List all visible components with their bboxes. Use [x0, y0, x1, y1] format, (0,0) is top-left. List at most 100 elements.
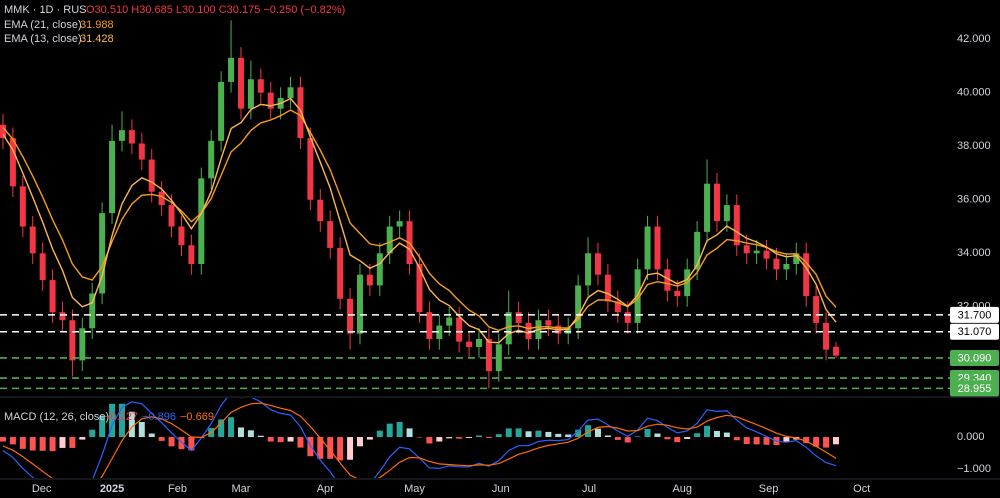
price-level-box — [950, 349, 999, 366]
macd-histogram-bar — [138, 422, 145, 438]
candle-body — [475, 338, 482, 348]
candle-body — [168, 205, 175, 227]
macd-histogram-bar — [466, 437, 473, 438]
candle-body — [793, 253, 800, 264]
symbol: MMK · 1D · RUS — [4, 4, 87, 16]
macd-histogram-bar — [237, 427, 244, 438]
price-panel — [0, 20, 950, 390]
axes: 32.00034.00036.00038.00040.00042.0000.00… — [32, 33, 999, 495]
macd-histogram-bar — [634, 436, 641, 438]
macd-histogram-bar — [604, 435, 611, 438]
x-tick-label: Jul — [582, 483, 596, 495]
macd-histogram-bar — [495, 434, 502, 438]
price-level-label: 28.955 — [958, 383, 992, 395]
macd-histogram-bar — [753, 437, 760, 445]
macd-histogram-bar — [89, 429, 96, 438]
macd-histogram-bar — [743, 437, 750, 445]
macd-histogram-bar — [158, 437, 165, 441]
macd-histogram-bar — [228, 417, 235, 438]
candle-body — [426, 312, 433, 339]
macd-histogram-bar — [783, 437, 790, 442]
candle-body — [138, 143, 145, 160]
candle-body — [356, 274, 363, 334]
macd-histogram-bar — [456, 437, 463, 439]
ohlc: O30.510 H30.685 L30.100 C30.175 −0.250 (… — [86, 4, 345, 16]
macd-histogram-bar — [585, 425, 592, 438]
y-tick-label: 0.000 — [957, 431, 985, 443]
macd-histogram-bar — [347, 437, 354, 460]
ema-legend-name: EMA (13, close) — [4, 33, 82, 45]
candle-body — [366, 274, 373, 286]
candle-body — [29, 226, 36, 254]
candle-body — [416, 264, 423, 313]
ema-legend-value: 31.988 — [80, 19, 114, 31]
price-level-box — [950, 323, 999, 340]
candle-body — [208, 140, 215, 179]
macd-histogram-bar — [59, 437, 66, 448]
candle-body — [823, 322, 830, 350]
ema-legend-value: 31.428 — [80, 33, 114, 45]
candle-body — [803, 253, 810, 297]
candle-body — [0, 124, 6, 139]
candle-body — [19, 186, 26, 227]
ema-line — [2, 97, 837, 344]
macd-legend-value: −0.896 — [142, 411, 176, 423]
macd-histogram-bar — [128, 411, 135, 438]
macd-histogram-bar — [317, 437, 324, 459]
macd-histogram-bar — [723, 432, 730, 438]
macd-histogram-bar — [19, 437, 26, 449]
candle-body — [515, 312, 522, 323]
macd-histogram-bar — [545, 431, 552, 438]
macd-legend-name: MACD (12, 26, close) — [4, 411, 109, 423]
candle-body — [575, 285, 582, 329]
candle-body — [307, 138, 314, 200]
x-tick-label: May — [404, 483, 425, 495]
x-tick-label: Mar — [231, 483, 250, 495]
price-level-box — [950, 306, 999, 323]
macd-legend-value: −0.227 — [104, 411, 138, 423]
macd-histogram-bar — [218, 419, 225, 438]
macd-histogram-bar — [327, 437, 334, 459]
macd-histogram-bar — [168, 437, 175, 447]
macd-histogram-bar — [565, 434, 572, 438]
macd-histogram-bar — [109, 403, 116, 438]
candle-body — [763, 250, 770, 259]
macd-histogram-bar — [49, 437, 56, 452]
macd-histogram-bar — [803, 437, 810, 444]
candle-body — [386, 226, 393, 254]
candle-body — [237, 57, 244, 109]
macd-histogram-bar — [247, 430, 254, 438]
macd-panel — [0, 398, 839, 478]
candle-body — [198, 178, 205, 264]
price-level-box — [950, 380, 999, 397]
macd-histogram-bar — [99, 415, 106, 438]
macd-histogram-bar — [684, 437, 691, 439]
candle-body — [604, 274, 611, 302]
macd-histogram-bar — [654, 433, 661, 438]
macd-histogram-bar — [446, 437, 453, 439]
x-tick-label: Aug — [672, 483, 692, 495]
macd-histogram-bar — [416, 437, 423, 438]
candle-body — [9, 138, 16, 187]
candle-body — [39, 253, 46, 281]
candle-body — [446, 317, 453, 326]
candle-body — [525, 322, 532, 339]
macd-histogram-bar — [674, 437, 681, 443]
macd-histogram-bar — [9, 437, 16, 445]
candle-body — [733, 205, 740, 246]
macd-histogram-bar — [0, 437, 6, 442]
macd-histogram-bar — [555, 433, 562, 438]
macd-histogram-bar — [535, 430, 542, 438]
candle-body — [485, 338, 492, 372]
candle-body — [644, 226, 651, 270]
candle-body — [327, 221, 334, 248]
candle-body — [109, 140, 116, 214]
candle-body — [257, 79, 264, 93]
candle-body — [674, 290, 681, 297]
macd-histogram-bar — [118, 403, 125, 438]
x-tick-label: Apr — [317, 483, 334, 495]
candle-body — [773, 258, 780, 270]
candle-body — [664, 269, 671, 291]
